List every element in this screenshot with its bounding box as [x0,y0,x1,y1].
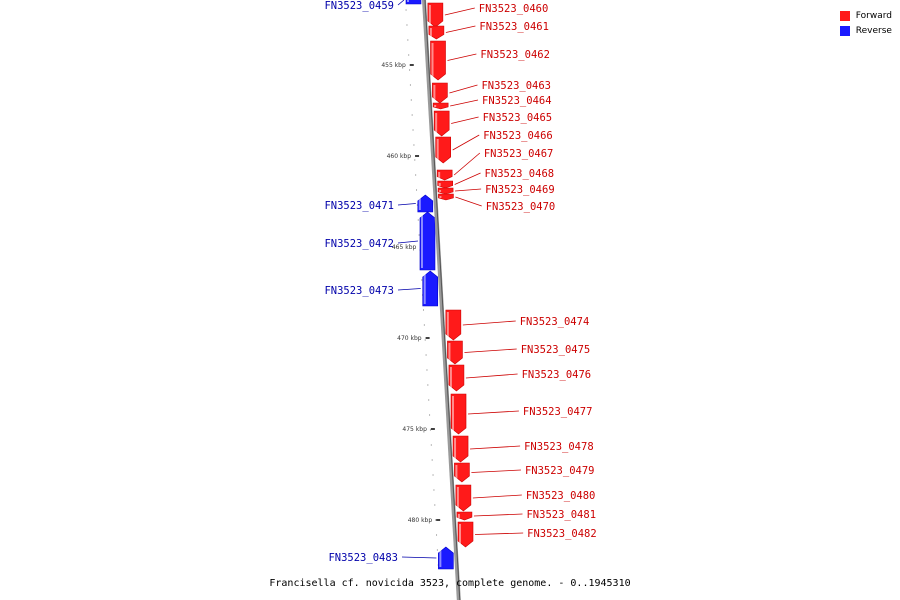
scale-label: 475 kbp [402,426,427,433]
gene-arrow-0481 [456,511,473,521]
gene-label-0470: FN3523_0470 [486,201,556,213]
genome-caption: Francisella cf. novicida 3523, complete … [269,578,631,589]
genome-backbone-core [424,0,461,600]
scale-label: 460 kbp [387,153,412,160]
legend-item-reverse: Reverse [839,23,892,38]
leader-line [462,320,516,326]
gene-arrow-0477 [450,393,467,435]
gene-arrow-0466 [435,136,452,164]
forward-swatch [839,10,850,21]
leader-line [455,196,482,207]
gene-label-0465: FN3523_0465 [483,112,553,124]
gene-label-0476: FN3523_0476 [522,369,592,381]
gene-label-0467: FN3523_0467 [484,148,554,160]
reverse-swatch [839,25,850,36]
gene-arrow-0469 [437,187,454,195]
leader-line [472,494,522,499]
legend-item-forward: Forward [839,8,892,23]
scale-label: 455 kbp [381,62,406,69]
gene-arrow-0480 [455,484,472,512]
gene-label-0462: FN3523_0462 [480,49,550,61]
legend-label-reverse: Reverse [855,25,892,36]
gene-label-0479: FN3523_0479 [525,465,595,477]
gene-label-0460: FN3523_0460 [479,3,549,15]
leader-line [397,203,416,206]
legend-label-forward: Forward [855,10,892,21]
gene-arrow-0463 [432,82,448,104]
leader-line [454,172,481,185]
gene-arrow-0461 [428,25,445,40]
leader-line [397,0,405,6]
leader-line [397,288,421,291]
gene-label-0474: FN3523_0474 [520,316,590,328]
gene-arrow-0464 [432,102,449,110]
leader-line [450,99,479,107]
leader-line [453,152,481,176]
gene-arrow-0475 [447,340,463,365]
scale-label: 470 kbp [397,335,422,342]
gene-label-0471: FN3523_0471 [324,200,394,212]
gene-arrow-0478 [452,435,469,463]
gene-arrow-0470 [438,193,454,201]
leader-line [474,532,524,535]
leader-line [470,445,521,450]
leader-line [397,240,419,244]
gene-label-0469: FN3523_0469 [485,184,555,196]
leader-line [449,84,478,94]
leader-line [465,373,518,379]
genome-backbone [421,0,461,600]
gene-arrow-0476 [448,364,465,392]
leader-line [401,556,437,559]
gene-label-0466: FN3523_0466 [483,130,553,142]
scale-label: 480 kbp [408,517,433,524]
leader-line [467,410,519,415]
gene-label-0459: FN3523_0459 [324,0,394,12]
leader-line [464,348,517,353]
leader-line [452,134,480,151]
gene-arrow-0462 [430,40,446,81]
gene-arrow-0459 [405,0,422,5]
gene-label-0481: FN3523_0481 [526,509,596,521]
gene-arrow-0479 [454,462,470,483]
gene-arrow-0460 [427,2,444,28]
gene-label-0463: FN3523_0463 [481,80,551,92]
gene-arrow-0482 [457,521,474,548]
legend: Forward Reverse [839,8,892,38]
gene-label-0480: FN3523_0480 [526,490,596,502]
gene-label-0461: FN3523_0461 [479,21,549,33]
gene-arrow-0468 [437,180,454,189]
gene-arrow-0474 [445,309,462,341]
leader-line [447,53,477,61]
gene-label-0475: FN3523_0475 [521,344,591,356]
leader-line [444,7,475,16]
gene-label-0477: FN3523_0477 [523,406,593,418]
gene-arrow-0467 [436,169,453,181]
gene-label-0472: FN3523_0472 [324,238,394,250]
leader-line [455,188,482,192]
leader-line [471,469,521,473]
gene-arrow-0465 [433,110,450,137]
scale-label: 465 kbp [392,244,417,251]
gene-label-0482: FN3523_0482 [527,528,597,540]
leader-line [445,25,476,33]
leader-line [451,116,479,124]
gene-label-0468: FN3523_0468 [485,168,555,180]
gene-label-0473: FN3523_0473 [324,285,394,297]
gene-label-0478: FN3523_0478 [524,441,594,453]
gene-label-0483: FN3523_0483 [328,552,398,564]
leader-line [473,513,523,517]
gene-label-0464: FN3523_0464 [482,95,552,107]
